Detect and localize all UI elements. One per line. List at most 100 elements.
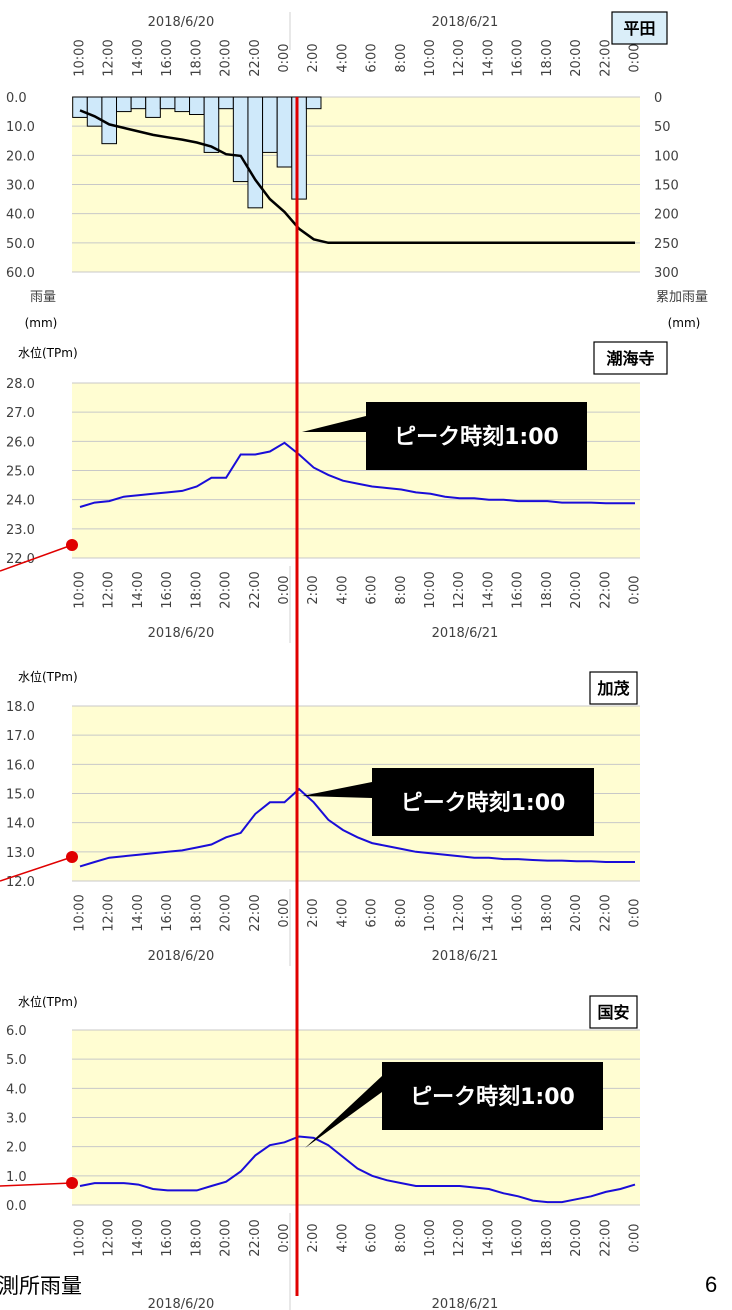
rain-x-tick-label: 18:00 <box>540 39 555 76</box>
rain-bar <box>116 96 132 113</box>
rain-date-label: 2018/6/20 <box>148 15 215 30</box>
kuniyasu-y-tick-label: 0.0 <box>6 1199 27 1214</box>
kuniyasu-x-tick-label: 12:00 <box>102 1219 117 1256</box>
rain-x-tick-label: 0:00 <box>628 43 643 72</box>
choukaiji-marker-leader <box>0 544 73 572</box>
rain-right-y-tick-label: 150 <box>654 179 679 194</box>
choukaiji-date-label: 2018/6/21 <box>432 626 499 641</box>
choukaiji-y-tick-label: 25.0 <box>6 465 35 480</box>
kamo-x-tick-label: 14:00 <box>131 894 146 931</box>
rain-bar <box>130 96 147 110</box>
kuniyasu-date-label: 2018/6/20 <box>148 1297 215 1310</box>
kuniyasu-x-tick-label: 18:00 <box>540 1219 555 1256</box>
choukaiji-x-tick-label: 12:00 <box>102 571 117 608</box>
rain-left-y-tick-label: 50.0 <box>6 237 35 252</box>
rain-right-y-tick-label: 300 <box>654 266 679 281</box>
kuniyasu-x-tick-label: 14:00 <box>481 1219 496 1256</box>
kamo-x-tick-label: 12:00 <box>452 894 467 931</box>
rain-right-axis-label: 累加雨量 <box>656 290 708 305</box>
choukaiji-y-tick-label: 26.0 <box>6 435 35 450</box>
kuniyasu-callout-pointer <box>305 1076 382 1148</box>
kamo-callout-pointer <box>302 782 372 798</box>
choukaiji-y-tick-label: 27.0 <box>6 406 35 421</box>
rain-right-y-tick-label: 100 <box>654 149 679 164</box>
kuniyasu-marker-dot <box>66 1177 78 1189</box>
rain-right-axis-unit: (mm) <box>668 316 701 330</box>
rain-left-y-tick-label: 60.0 <box>6 266 35 281</box>
choukaiji-x-tick-label: 8:00 <box>394 575 409 604</box>
kamo-x-tick-label: 8:00 <box>394 898 409 927</box>
kuniyasu-x-tick-label: 18:00 <box>189 1219 204 1256</box>
choukaiji-x-tick-label: 6:00 <box>365 575 380 604</box>
rain-x-tick-label: 6:00 <box>365 43 380 72</box>
kamo-x-tick-label: 16:00 <box>160 894 175 931</box>
kamo-y-tick-label: 14.0 <box>6 817 35 832</box>
kamo-y-tick-label: 12.0 <box>6 875 35 890</box>
rain-bar <box>174 96 191 113</box>
kamo-x-tick-label: 22:00 <box>598 894 613 931</box>
rain-x-tick-label: 18:00 <box>189 39 204 76</box>
rain-x-tick-label: 22:00 <box>598 39 613 76</box>
rain-right-y-tick-label: 250 <box>654 237 679 252</box>
rain-x-tick-label: 14:00 <box>481 39 496 76</box>
rain-left-axis-label: 雨量 <box>30 290 56 305</box>
rain-left-y-tick-label: 30.0 <box>6 179 35 194</box>
choukaiji-x-tick-label: 16:00 <box>160 571 175 608</box>
rain-x-tick-label: 20:00 <box>569 39 584 76</box>
rain-bar <box>203 96 220 153</box>
choukaiji-water-level-line <box>79 441 635 508</box>
choukaiji-x-tick-label: 20:00 <box>219 571 234 608</box>
page-number: 6 <box>705 1272 718 1297</box>
rain-left-y-tick-label: 40.0 <box>6 208 35 223</box>
choukaiji-x-tick-label: 18:00 <box>189 571 204 608</box>
rain-bar <box>276 96 293 168</box>
kuniyasu-y-tick-label: 1.0 <box>6 1170 27 1185</box>
kamo-y-tick-label: 18.0 <box>6 700 35 715</box>
kamo-x-tick-label: 0:00 <box>277 898 292 927</box>
kamo-y-tick-label: 15.0 <box>6 788 35 803</box>
choukaiji-x-tick-label: 18:00 <box>540 571 555 608</box>
kamo-y-tick-label: 16.0 <box>6 758 35 773</box>
kamo-x-tick-label: 14:00 <box>481 894 496 931</box>
kamo-x-tick-label: 18:00 <box>189 894 204 931</box>
kamo-water-level-line <box>79 787 635 868</box>
rain-left-y-tick-label: 20.0 <box>6 149 35 164</box>
rain-bar <box>86 96 103 127</box>
choukaiji-callout-box <box>366 402 587 470</box>
kamo-station-box <box>589 671 638 705</box>
choukaiji-station-name: 潮海寺 <box>606 349 654 368</box>
kamo-callout-text: ピーク時刻1:00 <box>401 790 566 816</box>
rain-bar <box>189 96 205 115</box>
kuniyasu-marker-leader <box>0 1182 73 1187</box>
kuniyasu-x-tick-label: 16:00 <box>511 1219 526 1256</box>
kuniyasu-x-tick-label: 12:00 <box>452 1219 467 1256</box>
kamo-date-label: 2018/6/21 <box>432 949 499 964</box>
rain-x-tick-label: 2:00 <box>306 43 321 72</box>
rain-date-label: 2018/6/21 <box>432 15 499 30</box>
kuniyasu-x-tick-label: 0:00 <box>628 1223 643 1252</box>
kamo-y-tick-label: 17.0 <box>6 729 35 744</box>
rain-x-tick-label: 12:00 <box>102 39 117 76</box>
rain-station-name: 平田 <box>623 19 655 38</box>
choukaiji-x-tick-label: 10:00 <box>423 571 438 608</box>
kamo-x-tick-label: 0:00 <box>628 898 643 927</box>
choukaiji-y-tick-label: 24.0 <box>6 494 35 509</box>
rain-bar <box>145 96 161 118</box>
choukaiji-x-tick-label: 4:00 <box>335 575 350 604</box>
kamo-x-tick-label: 20:00 <box>569 894 584 931</box>
choukaiji-y-tick-label: 28.0 <box>6 377 35 392</box>
kuniyasu-x-tick-label: 6:00 <box>365 1223 380 1252</box>
choukaiji-date-label: 2018/6/20 <box>148 626 215 641</box>
kuniyasu-callout-text: ピーク時刻1:00 <box>410 1084 575 1110</box>
kamo-callout-box <box>372 768 594 836</box>
kamo-x-tick-label: 22:00 <box>248 894 263 931</box>
rain-x-tick-label: 20:00 <box>219 39 234 76</box>
choukaiji-x-tick-label: 14:00 <box>131 571 146 608</box>
rain-x-tick-label: 22:00 <box>248 39 263 76</box>
kuniyasu-date-label: 2018/6/21 <box>432 1297 499 1310</box>
kamo-y-axis-label: 水位(TPm) <box>18 669 78 684</box>
rain-left-y-tick-label: 0.0 <box>6 91 27 106</box>
kamo-date-label: 2018/6/20 <box>148 949 215 964</box>
choukaiji-x-tick-label: 16:00 <box>511 571 526 608</box>
